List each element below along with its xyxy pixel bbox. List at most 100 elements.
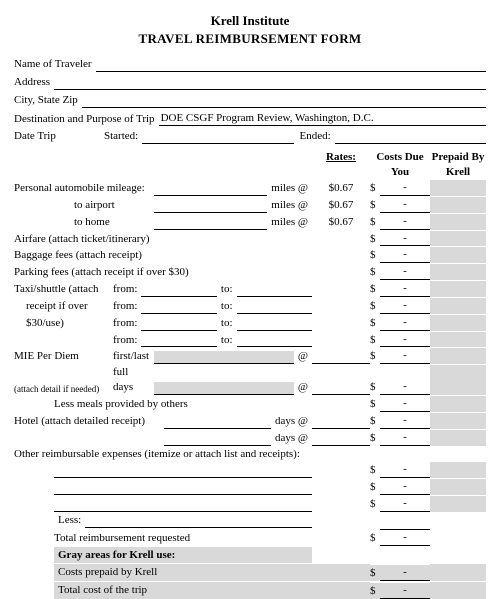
to-4: to: (217, 333, 237, 348)
amt-baggage[interactable]: $- (370, 247, 430, 263)
amt-hotel-2[interactable]: $- (370, 430, 430, 446)
ended-field[interactable] (335, 131, 486, 144)
city-field[interactable] (82, 95, 486, 108)
at-2: @ (294, 380, 312, 395)
amt-taxi-3[interactable]: $- (370, 315, 430, 331)
pre-other-2 (430, 479, 486, 495)
amt-total-trip: $- (370, 583, 430, 599)
address-label: Address (14, 75, 54, 90)
to-airport-label: to airport (14, 198, 154, 213)
other-label: Other reimbursable expenses (itemize or … (14, 447, 304, 462)
dest-field[interactable]: DOE CSGF Program Review, Washington, D.C… (159, 111, 486, 127)
taxi-from-4[interactable] (141, 334, 216, 347)
gray-use-row: Gray areas for Krell use: (14, 547, 486, 564)
fulldays-label: full days (109, 365, 154, 395)
amt-other-3[interactable]: $- (370, 496, 430, 512)
to-2: to: (217, 299, 237, 314)
other-field-1[interactable] (54, 465, 312, 478)
hotel-rate-1[interactable] (312, 428, 370, 429)
pre-taxi-2 (430, 298, 486, 314)
less-meals-label: Less meals provided by others (14, 397, 192, 412)
airfare-row: Airfare (attach ticket/itinerary) $- (14, 231, 486, 247)
other-row-2: $- (14, 479, 486, 495)
amt-airfare[interactable]: $- (370, 231, 430, 247)
amt-other-2[interactable]: $- (370, 479, 430, 495)
taxi-from-1[interactable] (141, 284, 216, 297)
org-name: Krell Institute (14, 12, 486, 30)
taxi-to-4[interactable] (237, 334, 312, 347)
hotel-days-1[interactable] (164, 416, 271, 429)
pre-mie-1 (430, 348, 486, 364)
mileage-row-1: Personal automobile mileage: miles @ $0.… (14, 180, 486, 196)
mileage-field-3[interactable] (154, 217, 267, 230)
amt-hotel-1[interactable]: $- (370, 413, 430, 429)
prepaid-header: Prepaid By Krell (430, 150, 486, 180)
pre-taxi-3 (430, 315, 486, 331)
mie-field-1 (154, 351, 294, 364)
mileage-field-1[interactable] (154, 183, 267, 196)
ended-label: Ended: (294, 129, 335, 144)
taxi-row-2: receipt if over from: to: $- (14, 298, 486, 314)
pre-less-meals (430, 396, 486, 412)
pre-other-3 (430, 496, 486, 512)
address-field[interactable] (54, 77, 486, 90)
pre-hotel-1 (430, 413, 486, 429)
amt-mie-2[interactable]: $- (370, 379, 430, 395)
total-trip-label: Total cost of the trip (54, 582, 312, 599)
from-2: from: (109, 299, 141, 314)
mie-row-1: MIE Per Diem first/last @ $- (14, 348, 486, 364)
other-row-1: $- (14, 462, 486, 478)
baggage-label: Baggage fees (attach receipt) (14, 248, 146, 263)
taxi-from-2[interactable] (141, 301, 216, 314)
mileage-row-2: to airport miles @ $0.67 $- (14, 197, 486, 213)
days-at-1: days @ (271, 414, 312, 429)
amt-mileage-2[interactable]: $- (370, 197, 430, 213)
due-header: Costs Due You (370, 150, 430, 180)
name-field[interactable] (96, 59, 486, 72)
total-request-row: Total reimbursement requested $- (14, 529, 486, 546)
started-label: Started: (104, 129, 142, 144)
amt-parking[interactable]: $- (370, 264, 430, 280)
dest-label: Destination and Purpose of Trip (14, 112, 159, 127)
traveler-name-row: Name of Traveler (14, 57, 486, 72)
amt-taxi-4[interactable]: $- (370, 332, 430, 348)
amt-other-1[interactable]: $- (370, 462, 430, 478)
column-headers: Rates: Costs Due You Prepaid By Krell (14, 150, 486, 180)
parking-row: Parking fees (attach receipt if over $30… (14, 264, 486, 280)
rates-header: Rates: (312, 150, 370, 180)
taxi-label-2: receipt if over (14, 299, 109, 314)
taxi-label-3: $30/use) (14, 316, 109, 331)
taxi-to-2[interactable] (237, 301, 312, 314)
started-field[interactable] (142, 131, 293, 144)
less-meals-row: Less meals provided by others $- (14, 396, 486, 412)
name-label: Name of Traveler (14, 57, 96, 72)
rate-2: $0.67 (312, 198, 370, 213)
other-field-2[interactable] (54, 482, 312, 495)
amt-total-req[interactable]: $- (370, 529, 430, 546)
firstlast-label: first/last (109, 349, 154, 364)
taxi-to-3[interactable] (237, 318, 312, 331)
hotel-days-2[interactable] (164, 433, 271, 446)
amt-taxi-2[interactable]: $- (370, 298, 430, 314)
other-field-3[interactable] (54, 499, 312, 512)
amt-mie-1[interactable]: $- (370, 348, 430, 364)
mileage-field-2[interactable] (154, 200, 267, 213)
hotel-rate-2[interactable] (312, 445, 370, 446)
airfare-label: Airfare (attach ticket/itinerary) (14, 232, 154, 247)
baggage-row: Baggage fees (attach receipt) $- (14, 247, 486, 263)
amt-mileage-1[interactable]: $- (370, 180, 430, 196)
amt-taxi-1[interactable]: $- (370, 281, 430, 297)
date-trip-row: Date Trip Started: Ended: (14, 129, 486, 144)
costs-prepaid-label: Costs prepaid by Krell (54, 564, 312, 581)
city-label: City, State Zip (14, 93, 82, 108)
amt-less-meals[interactable]: $- (370, 396, 430, 412)
at-1: @ (294, 349, 312, 364)
amt-mileage-3[interactable]: $- (370, 214, 430, 230)
rate-1: $0.67 (312, 181, 370, 196)
less-field[interactable] (85, 515, 312, 528)
taxi-to-1[interactable] (237, 284, 312, 297)
to-1: to: (217, 282, 237, 297)
taxi-from-3[interactable] (141, 318, 216, 331)
pre-baggage (430, 247, 486, 263)
pre-mileage-3 (430, 214, 486, 230)
